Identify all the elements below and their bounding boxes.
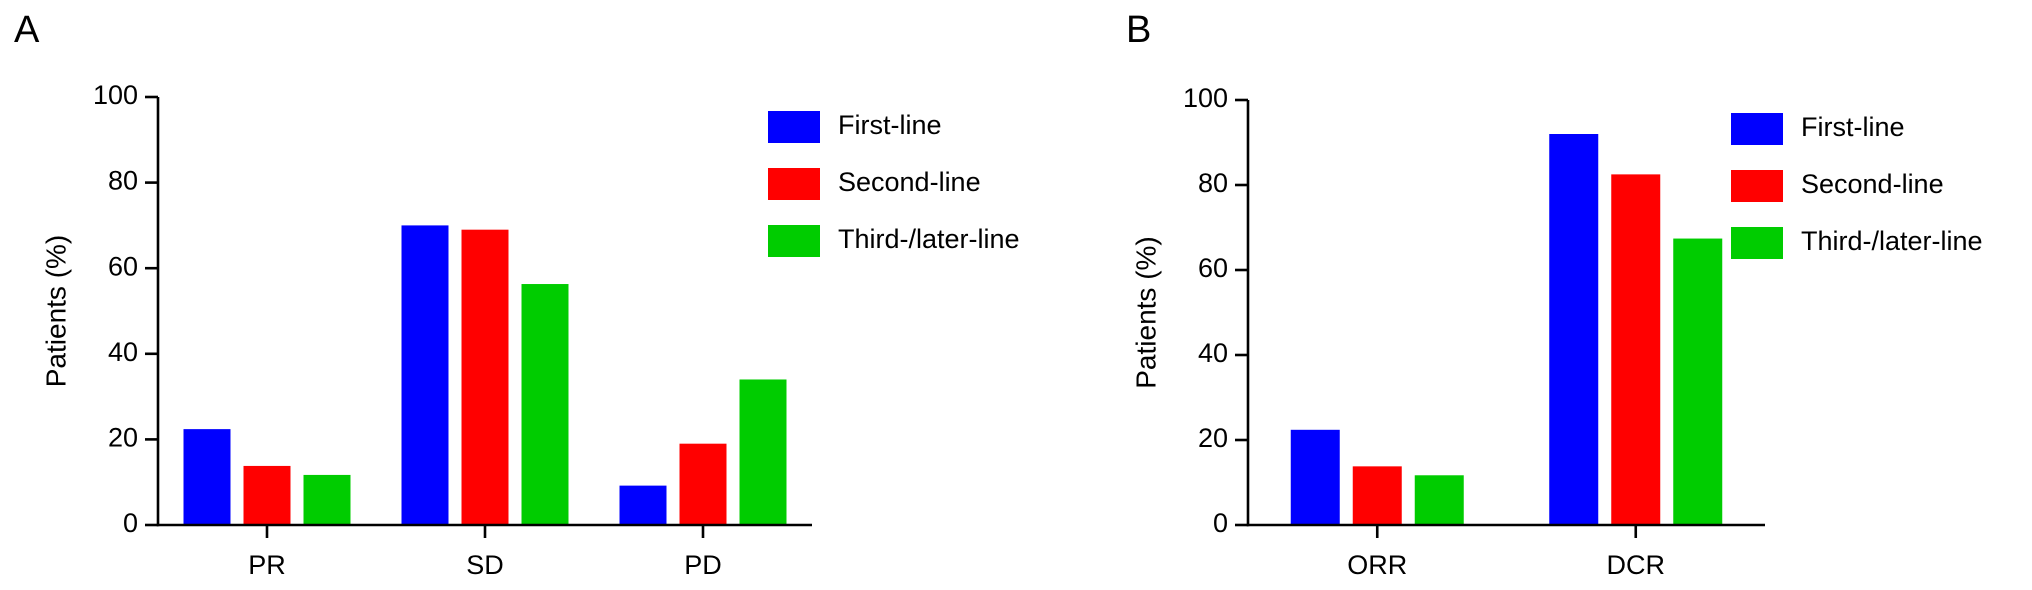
legend-swatch bbox=[768, 168, 820, 200]
legend-swatch bbox=[1731, 170, 1783, 202]
y-tick-label: 0 bbox=[1213, 508, 1228, 538]
bar bbox=[521, 284, 569, 525]
y-tick-label: 100 bbox=[93, 80, 138, 110]
bar bbox=[1611, 174, 1661, 525]
bar bbox=[243, 465, 291, 525]
legend-swatch bbox=[1731, 227, 1783, 259]
legend-label: Third-/later-line bbox=[1801, 226, 1983, 256]
y-tick-label: 80 bbox=[1198, 168, 1228, 198]
legend-label: Third-/later-line bbox=[838, 224, 1020, 254]
legend-swatch bbox=[768, 111, 820, 143]
legend-label: First-line bbox=[1801, 112, 1905, 142]
x-tick-label: DCR bbox=[1607, 550, 1666, 580]
bar bbox=[739, 379, 787, 525]
x-tick-label: PD bbox=[684, 550, 722, 580]
y-axis-label: Patients (%) bbox=[40, 235, 71, 388]
bar bbox=[679, 443, 727, 525]
bar bbox=[1549, 134, 1599, 525]
y-tick-label: 60 bbox=[108, 251, 138, 281]
y-tick-label: 0 bbox=[123, 508, 138, 538]
legend-label: First-line bbox=[838, 110, 942, 140]
legend-label: Second-line bbox=[1801, 169, 1944, 199]
bar bbox=[303, 474, 351, 525]
y-tick-label: 40 bbox=[1198, 338, 1228, 368]
panel-label: A bbox=[14, 9, 40, 51]
y-tick-label: 40 bbox=[108, 337, 138, 367]
bar bbox=[461, 229, 509, 525]
bar bbox=[183, 429, 231, 525]
panel-label: B bbox=[1126, 9, 1151, 51]
legend-swatch bbox=[768, 225, 820, 257]
x-tick-label: ORR bbox=[1347, 550, 1407, 580]
bar bbox=[1352, 466, 1402, 525]
y-axis-label: Patients (%) bbox=[1130, 236, 1161, 389]
x-tick-label: SD bbox=[466, 550, 504, 580]
y-tick-label: 100 bbox=[1183, 83, 1228, 113]
y-tick-label: 60 bbox=[1198, 253, 1228, 283]
bar bbox=[1673, 238, 1723, 526]
bar bbox=[1414, 475, 1464, 525]
y-tick-label: 20 bbox=[108, 423, 138, 453]
bar bbox=[619, 485, 667, 525]
bar bbox=[1290, 429, 1340, 525]
legend-swatch bbox=[1731, 113, 1783, 145]
y-tick-label: 20 bbox=[1198, 423, 1228, 453]
bar bbox=[401, 225, 449, 525]
x-tick-label: PR bbox=[248, 550, 286, 580]
legend-label: Second-line bbox=[838, 167, 981, 197]
y-tick-label: 80 bbox=[108, 166, 138, 196]
